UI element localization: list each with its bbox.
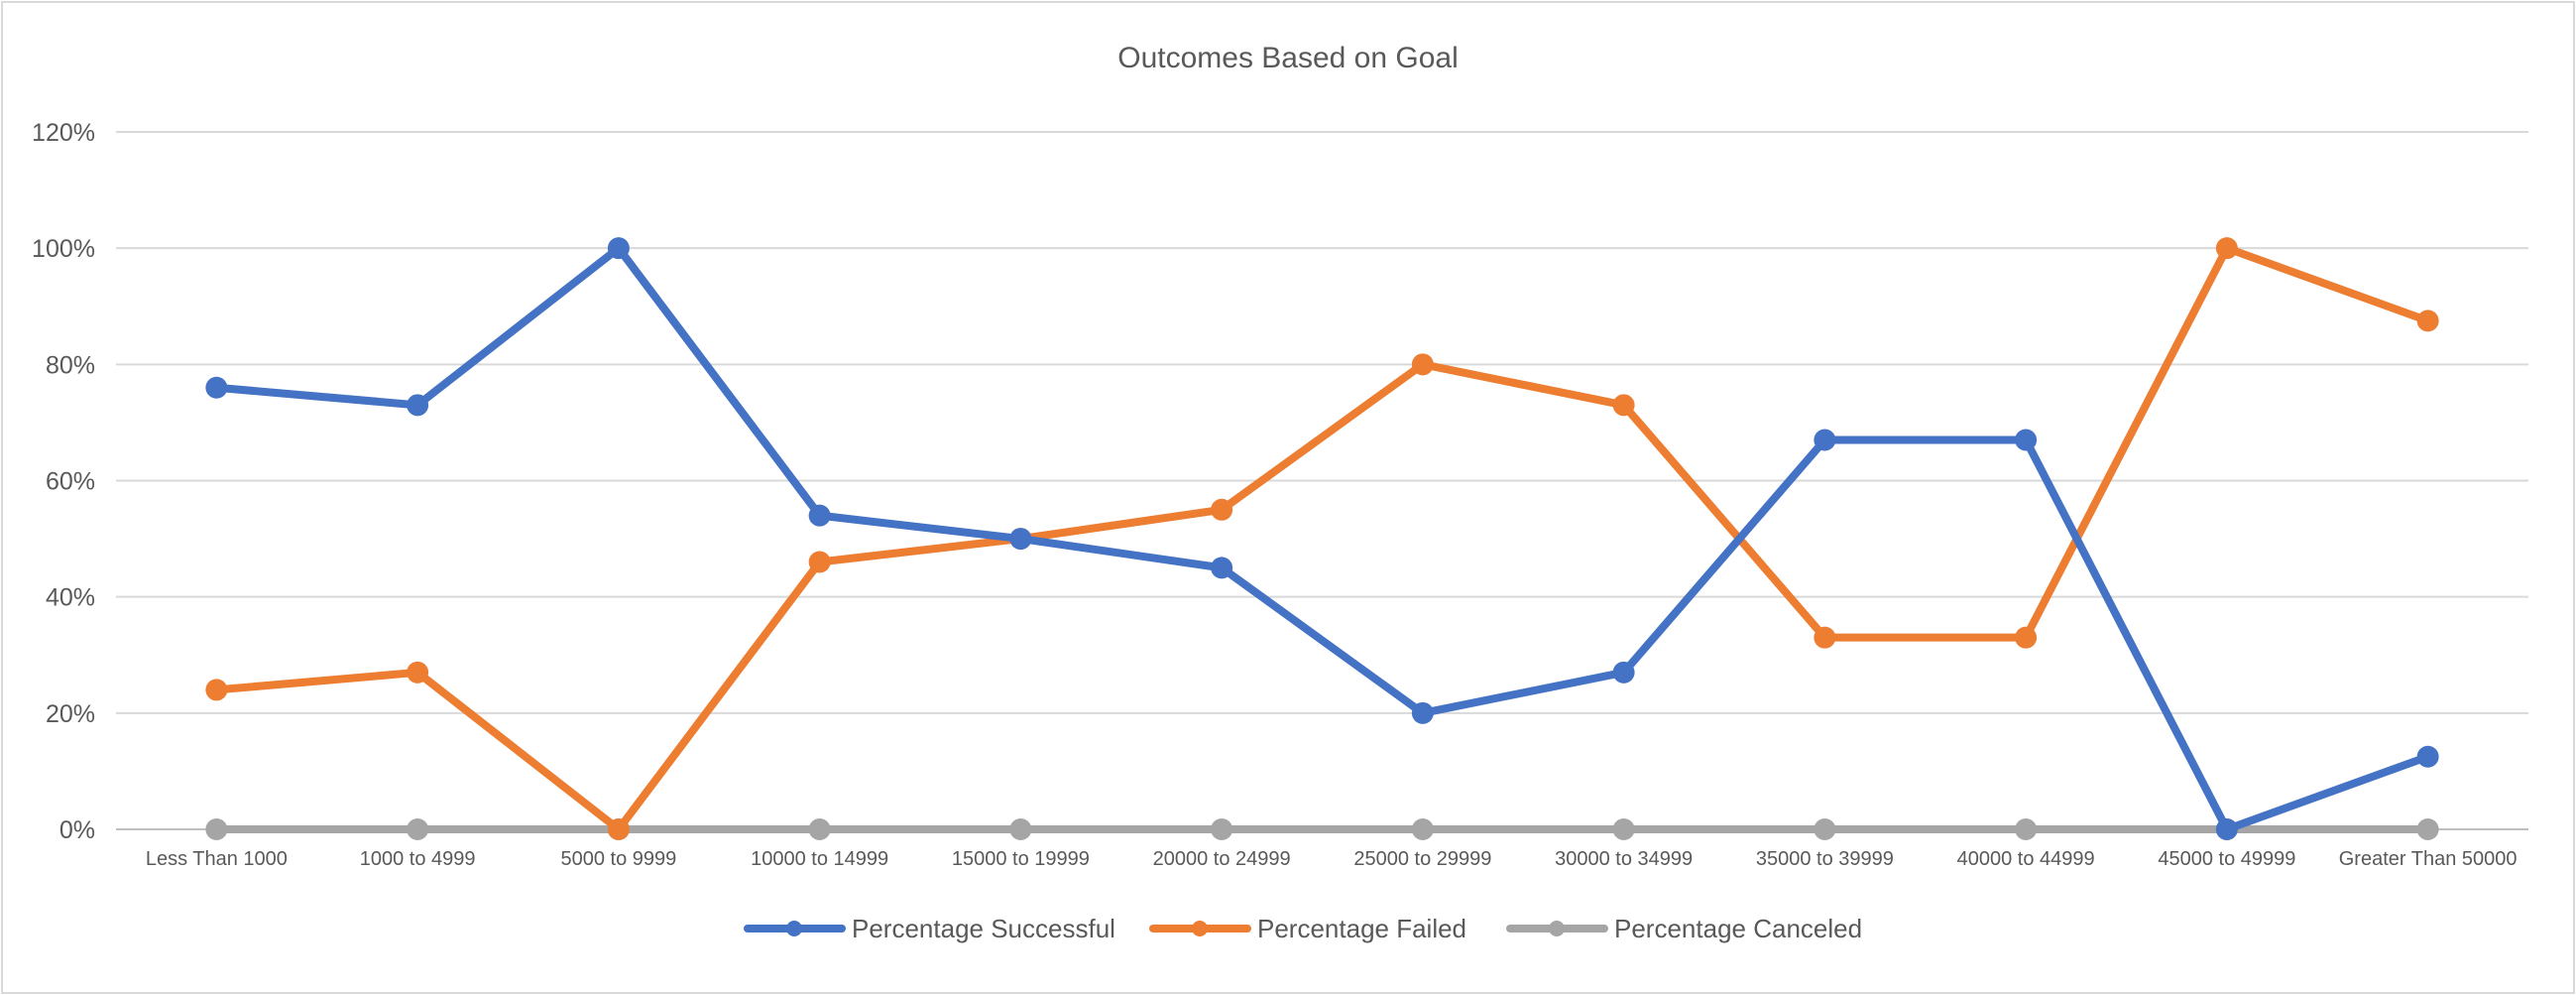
series-line [212, 244, 2432, 833]
data-point [808, 818, 831, 840]
data-point [2215, 237, 2238, 260]
data-point [1814, 818, 1836, 840]
x-tick-label: 45000 to 49999 [2158, 848, 2295, 870]
data-point [1211, 498, 1233, 521]
data-point [1411, 701, 1434, 724]
y-tick-label: 20% [46, 700, 95, 728]
y-tick-label: 60% [46, 468, 95, 496]
data-point [407, 394, 429, 417]
data-point [1411, 818, 1434, 840]
data-point [607, 237, 630, 260]
data-point [1211, 818, 1233, 840]
data-point [2015, 626, 2038, 649]
series-line [212, 244, 2432, 833]
data-point [808, 504, 831, 527]
data-point [2416, 818, 2439, 840]
legend-item: Percentage Successful [744, 914, 1115, 943]
data-point [1211, 557, 1233, 579]
x-tick-label: 15000 to 19999 [952, 848, 1090, 870]
x-tick-label: 1000 to 4999 [360, 848, 476, 870]
data-point [1009, 818, 1032, 840]
data-point [1411, 353, 1434, 376]
data-point [1612, 661, 1635, 684]
y-tick-label: 80% [46, 351, 95, 379]
legend-label: Percentage Successful [852, 914, 1115, 943]
data-point [205, 818, 228, 840]
x-tick-label: 20000 to 24999 [1153, 848, 1291, 870]
legend-item: Percentage Canceled [1506, 914, 1862, 943]
data-point [607, 818, 630, 840]
data-point [205, 679, 228, 701]
data-point [1814, 429, 1836, 451]
y-tick-label: 40% [46, 584, 95, 612]
x-tick-label: 40000 to 44999 [1957, 848, 2095, 870]
x-tick-label: Greater Than 50000 [2339, 848, 2517, 870]
data-point [1814, 626, 1836, 649]
x-tick-label: 10000 to 14999 [751, 848, 888, 870]
legend-swatch-marker [1549, 921, 1565, 936]
x-tick-label: 5000 to 9999 [560, 848, 676, 870]
legend-swatch-marker [1192, 921, 1208, 936]
data-point [407, 661, 429, 684]
data-point [1612, 818, 1635, 840]
data-point [808, 551, 831, 573]
x-tick-label: Less Than 1000 [146, 848, 288, 870]
legend-label: Percentage Failed [1257, 914, 1466, 943]
legend-swatch-marker [786, 921, 802, 936]
y-tick-label: 0% [59, 816, 95, 844]
data-point [1612, 394, 1635, 417]
data-point [407, 818, 429, 840]
series-percentage-successful [205, 237, 2439, 840]
x-tick-label: 35000 to 39999 [1756, 848, 1894, 870]
y-tick-label: 120% [32, 119, 95, 147]
data-point [2015, 818, 2038, 840]
data-point [2015, 429, 2038, 451]
chart-title: Outcomes Based on Goal [1117, 42, 1459, 74]
data-point [2416, 745, 2439, 768]
y-tick-label: 100% [32, 235, 95, 263]
legend-label: Percentage Canceled [1614, 914, 1862, 943]
x-tick-label: 25000 to 29999 [1353, 848, 1491, 870]
legend-item: Percentage Failed [1149, 914, 1466, 943]
data-point [1009, 528, 1032, 551]
series-percentage-failed [205, 237, 2439, 840]
x-tick-label: 30000 to 34999 [1555, 848, 1693, 870]
data-point [2215, 818, 2238, 840]
data-point [205, 376, 228, 399]
data-point [2416, 310, 2439, 332]
